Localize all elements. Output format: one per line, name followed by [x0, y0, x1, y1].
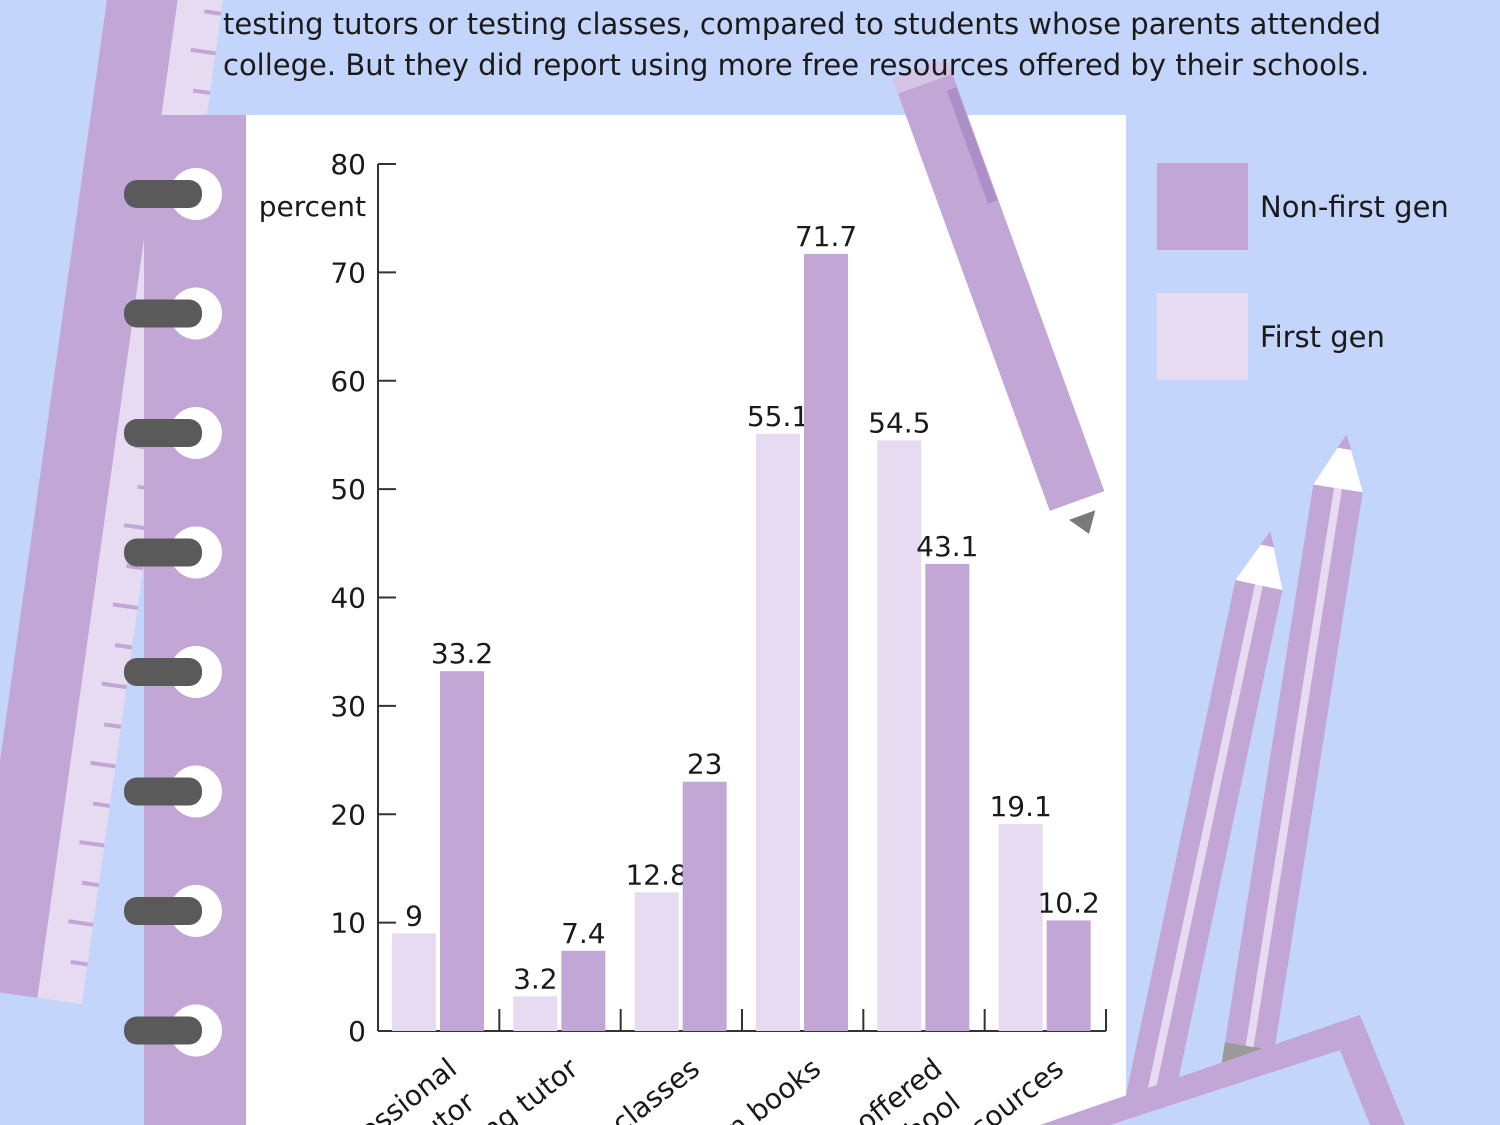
data-label: 23: [687, 748, 723, 781]
bar-first-gen: [392, 933, 436, 1031]
data-label: 7.4: [561, 917, 606, 950]
bar-first-gen: [877, 440, 922, 1031]
bar-first-gen: [998, 824, 1043, 1031]
notebook-ring: [124, 1016, 202, 1045]
ruler-tick: [101, 681, 127, 690]
notebook-ring: [124, 897, 202, 925]
data-label: 12.8: [625, 858, 687, 891]
notebook-ring: [124, 180, 202, 208]
bar-non-first-gen: [804, 253, 848, 1032]
ruler-tick: [112, 602, 138, 610]
bar-first-gen: [634, 892, 679, 1031]
bar-first-gen: [756, 433, 800, 1031]
intro-line: college. But they did report using more …: [223, 48, 1370, 82]
y-axis-label: percent: [259, 190, 366, 223]
data-label: 3.2: [513, 962, 558, 995]
bar-non-first-gen: [925, 563, 970, 1031]
pen-illustration: [892, 58, 1105, 534]
y-tick-label: 70: [330, 256, 366, 289]
pencil-illustration: [1119, 531, 1283, 1125]
data-label: 19.1: [989, 790, 1051, 823]
ruler-tick: [192, 88, 211, 95]
data-label: 43.1: [916, 530, 978, 563]
ruler-tick: [103, 722, 122, 729]
notebook-ring: [124, 299, 202, 328]
data-label: 71.7: [795, 220, 857, 253]
bar-non-first-gen: [682, 781, 727, 1031]
bar-chart: 01020304050607080percent933.2fessionaltu…: [259, 148, 1107, 1125]
y-tick-label: 50: [330, 473, 366, 506]
legend-swatch-first-gen: [1157, 293, 1248, 380]
intro-text: testing tutors or testing classes, compa…: [223, 4, 1403, 86]
data-label: 54.5: [868, 406, 930, 439]
data-label: 10.2: [1037, 886, 1099, 919]
ruler-tick: [114, 643, 133, 650]
y-tick-label: 80: [330, 148, 366, 181]
legend-swatch-non-first-gen: [1157, 163, 1248, 250]
bar-first-gen: [513, 996, 558, 1031]
data-label: 33.2: [431, 637, 493, 670]
ruler-tick: [70, 960, 88, 967]
legend-label-non-first-gen: Non-first gen: [1260, 190, 1449, 224]
notebook-ring: [124, 419, 202, 447]
bar-non-first-gen: [440, 671, 484, 1031]
y-tick-label: 40: [330, 582, 366, 615]
data-label: 55.1: [747, 400, 809, 433]
ruler-tick: [68, 919, 94, 927]
ruler-tick: [126, 563, 144, 571]
legend-label-first-gen: First gen: [1260, 320, 1385, 354]
ruler-tick: [190, 47, 216, 56]
y-tick-label: 60: [330, 365, 366, 398]
notebook-ring: [124, 777, 202, 806]
ruler-tick: [90, 760, 116, 769]
bar-non-first-gen: [1046, 920, 1091, 1031]
y-tick-label: 10: [330, 907, 366, 940]
set-square-illustration: [1040, 1015, 1405, 1125]
notebook-ring: [124, 538, 202, 567]
ruler-tick: [204, 9, 222, 16]
ruler-tick: [81, 880, 99, 888]
notebook-ring: [124, 658, 202, 686]
ruler-tick: [92, 801, 111, 808]
y-tick-label: 30: [330, 690, 366, 723]
y-tick-label: 0: [348, 1015, 366, 1048]
intro-line: testing tutors or testing classes, compa…: [223, 7, 1382, 41]
ruler-tick: [79, 840, 105, 848]
y-tick-label: 20: [330, 798, 366, 831]
bar-non-first-gen: [561, 950, 606, 1031]
data-label: 9: [405, 899, 423, 932]
